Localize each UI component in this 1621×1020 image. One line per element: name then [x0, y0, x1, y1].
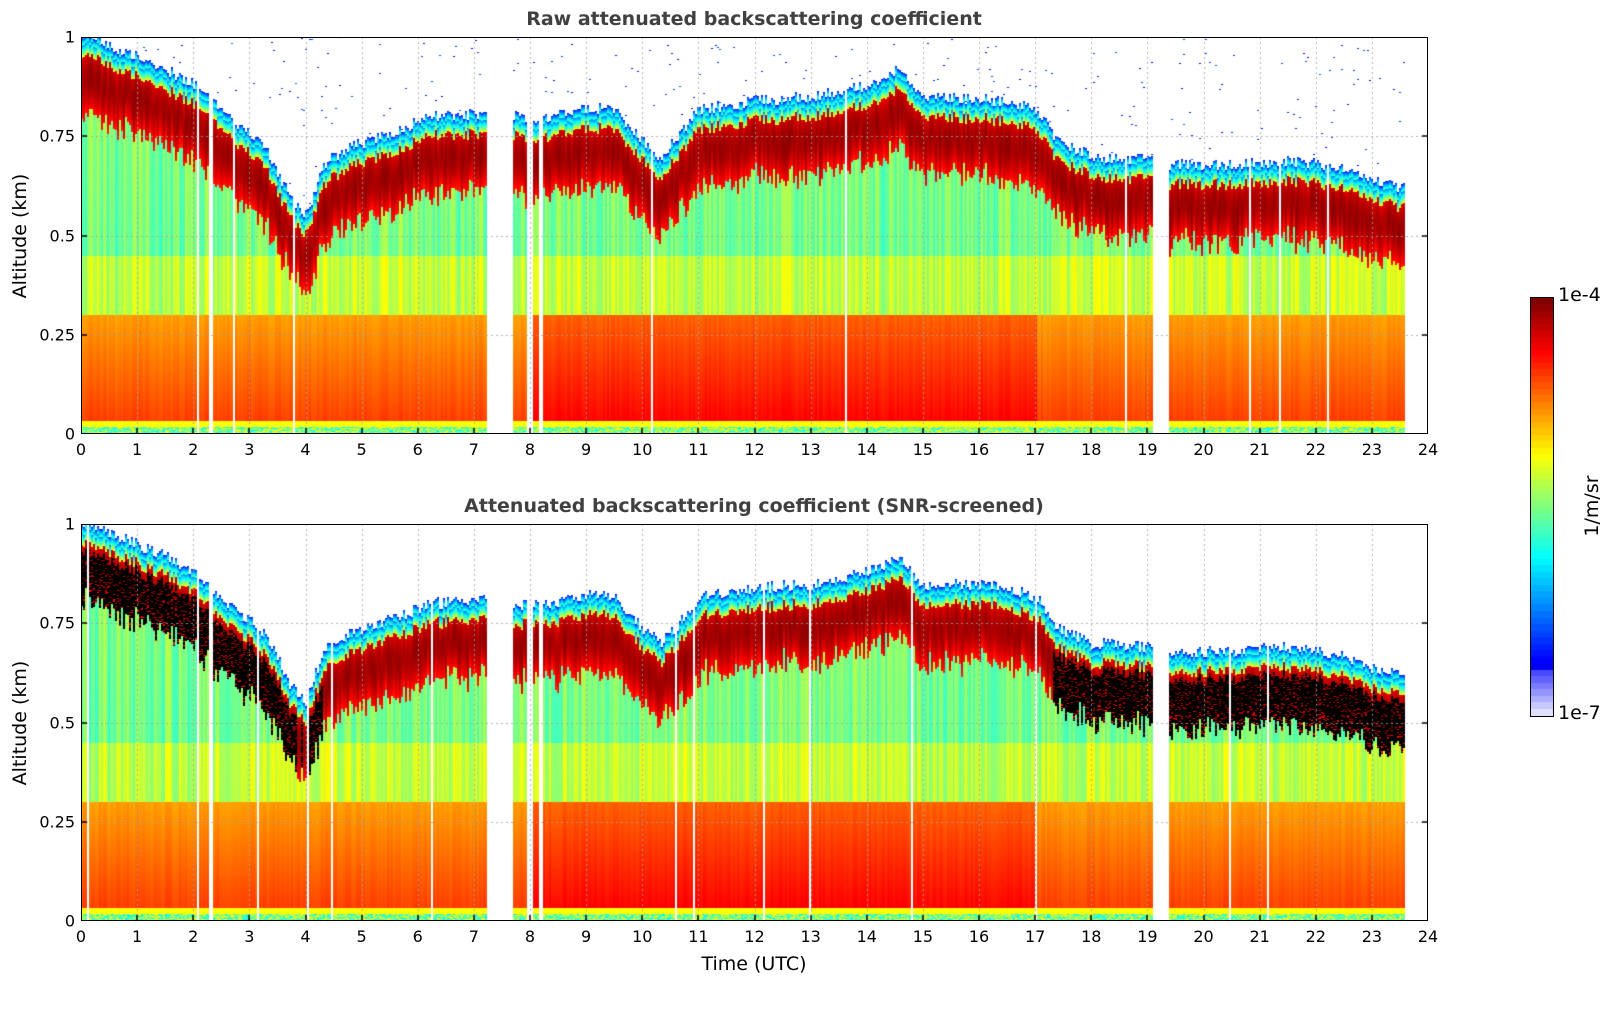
x-tick-label: 7 — [468, 440, 479, 459]
x-tick-label: 10 — [632, 927, 653, 946]
x-tick-label: 13 — [800, 927, 821, 946]
x-tick-label: 19 — [1137, 440, 1158, 459]
x-tick-label: 21 — [1249, 440, 1270, 459]
colorbar-label: 1/m/sr — [1581, 475, 1603, 537]
x-tick-label: 16 — [968, 927, 990, 946]
plot1-heatmap — [81, 37, 1428, 434]
x-tick-label: 18 — [1081, 927, 1102, 946]
y-tick-label: 0.25 — [39, 325, 75, 345]
x-tick-label: 19 — [1137, 927, 1158, 946]
x-tick-label: 10 — [632, 440, 653, 459]
x-tick-label: 12 — [744, 440, 765, 459]
x-tick-label: 5 — [356, 927, 367, 946]
x-tick-label: 0 — [75, 927, 87, 946]
x-tick-label: 13 — [800, 440, 821, 459]
x-tick-label: 11 — [688, 440, 709, 459]
x-tick-label: 9 — [581, 927, 592, 946]
x-tick-label: 24 — [1417, 927, 1439, 946]
x-tick-label: 12 — [744, 927, 765, 946]
colorbar-max-label: 1e-4 — [1558, 284, 1601, 306]
x-tick-label: 2 — [188, 440, 199, 459]
y-tick-label: 0 — [64, 424, 75, 444]
plot2-title: Attenuated backscattering coefficient (S… — [464, 495, 1044, 517]
y-tick-label: 0.75 — [39, 613, 75, 633]
x-tick-label: 1 — [132, 440, 143, 459]
plot2-ylabel: Altitude (km) — [9, 660, 31, 786]
plot2-heatmap — [81, 524, 1428, 921]
plot1-area[interactable] — [81, 37, 1428, 434]
x-tick-label: 16 — [968, 440, 990, 459]
x-tick-label: 22 — [1305, 927, 1326, 946]
x-tick-label: 8 — [524, 927, 536, 946]
x-tick-label: 5 — [356, 440, 367, 459]
y-tick-label: 0.5 — [49, 713, 75, 732]
x-axis-label: Time (UTC) — [701, 953, 807, 975]
x-tick-label: 0 — [75, 440, 87, 459]
y-tick-label: 0.25 — [39, 812, 75, 832]
y-tick-label: 0.5 — [49, 226, 75, 245]
x-tick-label: 14 — [856, 440, 877, 459]
colorbar-gradient — [1531, 298, 1553, 716]
x-tick-label: 11 — [688, 927, 709, 946]
plot2-area[interactable] — [81, 524, 1428, 921]
x-tick-label: 9 — [581, 440, 592, 459]
y-tick-label: 0.75 — [39, 126, 75, 146]
x-tick-label: 4 — [300, 440, 311, 459]
x-tick-label: 4 — [300, 927, 311, 946]
x-tick-label: 17 — [1024, 440, 1046, 459]
colorbar — [1530, 297, 1554, 717]
x-tick-label: 21 — [1249, 927, 1270, 946]
x-tick-label: 22 — [1305, 440, 1326, 459]
y-tick-label: 0 — [64, 911, 75, 931]
x-tick-label: 14 — [856, 927, 877, 946]
x-tick-label: 1 — [132, 927, 143, 946]
x-tick-label: 23 — [1361, 927, 1383, 946]
x-tick-label: 7 — [468, 927, 479, 946]
x-tick-label: 8 — [524, 440, 536, 459]
x-tick-label: 3 — [244, 927, 255, 946]
colorbar-min-label: 1e-7 — [1558, 702, 1601, 724]
x-tick-label: 3 — [244, 440, 255, 459]
plot1-title: Raw attenuated backscattering coefficien… — [526, 8, 982, 30]
x-tick-label: 20 — [1193, 927, 1214, 946]
plot1-ylabel: Altitude (km) — [9, 173, 31, 299]
x-tick-label: 18 — [1081, 440, 1102, 459]
y-tick-label: 1 — [64, 514, 75, 534]
x-tick-label: 15 — [912, 927, 934, 946]
x-tick-label: 6 — [412, 440, 423, 459]
x-tick-label: 20 — [1193, 440, 1214, 459]
x-tick-label: 17 — [1024, 927, 1046, 946]
y-tick-label: 1 — [64, 27, 75, 47]
x-tick-label: 24 — [1417, 440, 1439, 459]
x-tick-label: 6 — [412, 927, 423, 946]
x-tick-label: 23 — [1361, 440, 1383, 459]
x-tick-label: 15 — [912, 440, 934, 459]
x-tick-label: 2 — [188, 927, 199, 946]
